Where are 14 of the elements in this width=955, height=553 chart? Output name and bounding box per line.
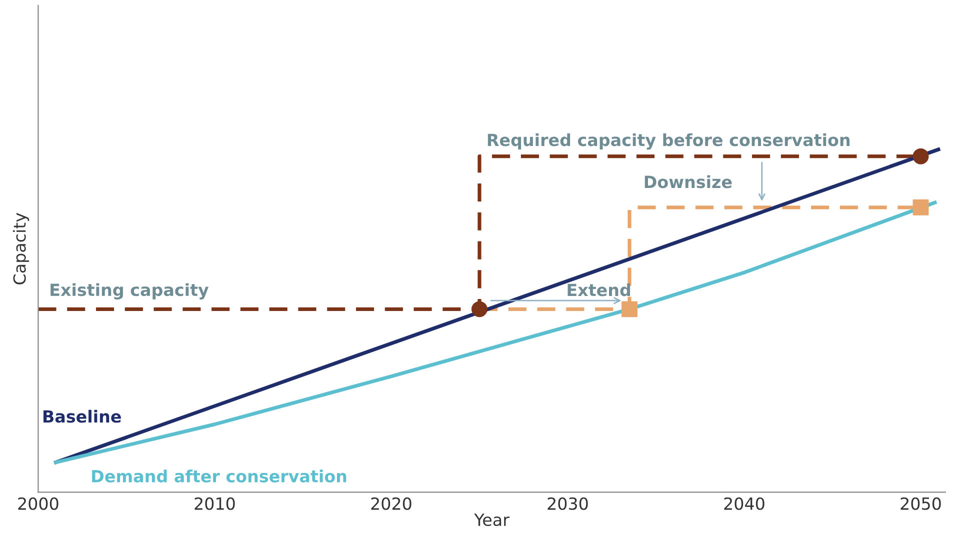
series-label: Baseline	[43, 410, 121, 423]
x-axis-title: Year	[474, 514, 510, 526]
x-tick-label: 2010	[194, 497, 235, 510]
annotation: Extend	[568, 283, 630, 296]
x-tick-label: 2030	[548, 497, 588, 510]
series-label: Demand after conservation	[92, 470, 346, 482]
x-tick-label: 2040	[724, 497, 764, 510]
x-tick-label: 2000	[18, 497, 58, 510]
annotation: Existing capacity	[50, 283, 209, 300]
x-tick-label: 2050	[900, 497, 941, 510]
annotation: Required capacity before conservation	[488, 133, 850, 150]
y-axis-title: Capacity	[12, 212, 30, 284]
x-tick-label: 2020	[371, 497, 412, 510]
annotation: Downsize	[644, 175, 732, 188]
